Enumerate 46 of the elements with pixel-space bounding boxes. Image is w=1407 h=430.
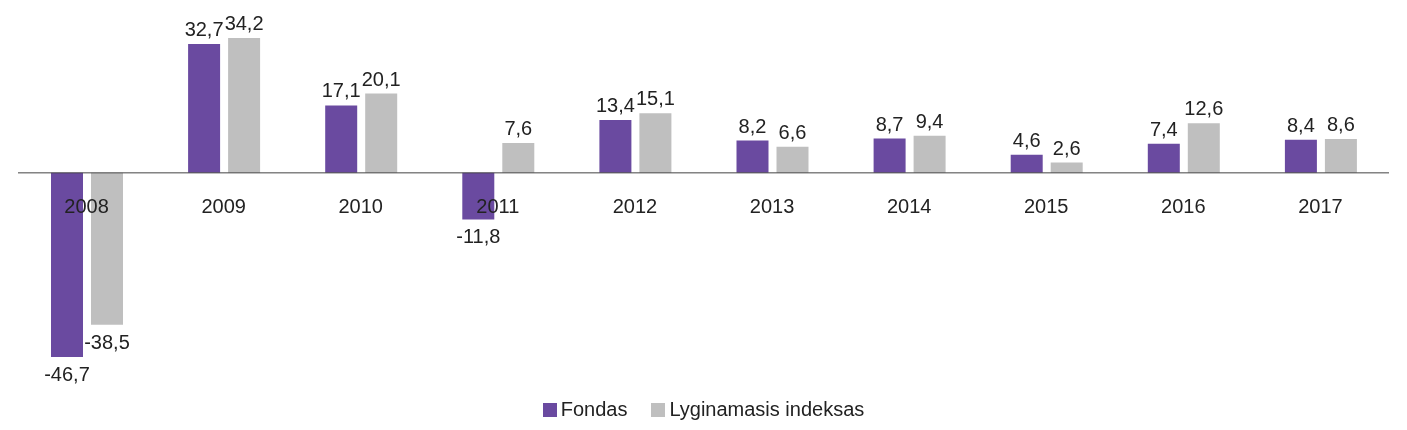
- bar: [1284, 139, 1317, 173]
- data-label: -46,7: [44, 363, 90, 385]
- data-label: 12,6: [1184, 97, 1224, 120]
- data-label: 34,2: [224, 12, 264, 34]
- data-label: -11,8: [456, 225, 501, 248]
- bar: [502, 142, 535, 173]
- data-label: 8,4: [1286, 113, 1315, 136]
- data-label: 4,6: [1012, 128, 1041, 151]
- data-label: 20,1: [361, 67, 401, 90]
- bar: [639, 113, 672, 173]
- bar: [736, 140, 769, 173]
- x-tick-label: 2016: [1161, 194, 1206, 217]
- data-label: 8,7: [875, 112, 904, 135]
- legend-label: Lyginamasis indeksas: [669, 398, 865, 421]
- data-label: 8,2: [738, 114, 767, 137]
- bar: [1147, 143, 1180, 173]
- x-tick-label: 2012: [612, 194, 658, 217]
- x-tick-label: 2010: [338, 194, 383, 217]
- x-tick-label: 2015: [1024, 194, 1069, 217]
- bar: [913, 135, 946, 173]
- x-tick-label: 2009: [201, 194, 246, 217]
- bar: [776, 146, 809, 173]
- data-label: 15,1: [635, 87, 675, 110]
- bar: [599, 120, 632, 173]
- data-label: 6,6: [778, 120, 807, 143]
- bar: [188, 43, 221, 173]
- data-label: 9,4: [915, 109, 944, 132]
- data-label: 2,6: [1052, 136, 1081, 159]
- bar: [1010, 154, 1043, 173]
- data-label: 13,4: [595, 94, 635, 117]
- bar: [1324, 138, 1357, 173]
- data-label: 32,7: [184, 17, 224, 40]
- bar: [873, 138, 906, 173]
- bar: [325, 105, 358, 173]
- bar: [365, 93, 398, 173]
- data-label: 8,6: [1326, 112, 1355, 135]
- data-label: 7,4: [1149, 117, 1178, 140]
- data-label: 17,1: [321, 79, 361, 102]
- bar: [1187, 123, 1220, 173]
- bar: [228, 38, 261, 173]
- data-label: 7,6: [504, 116, 533, 139]
- x-tick-label: 2017: [1298, 194, 1343, 217]
- x-tick-label: 2014: [886, 194, 932, 217]
- legend-label: Fondas: [560, 398, 628, 421]
- x-tick-label: 2013: [749, 194, 795, 217]
- data-label: -38,5: [84, 330, 130, 353]
